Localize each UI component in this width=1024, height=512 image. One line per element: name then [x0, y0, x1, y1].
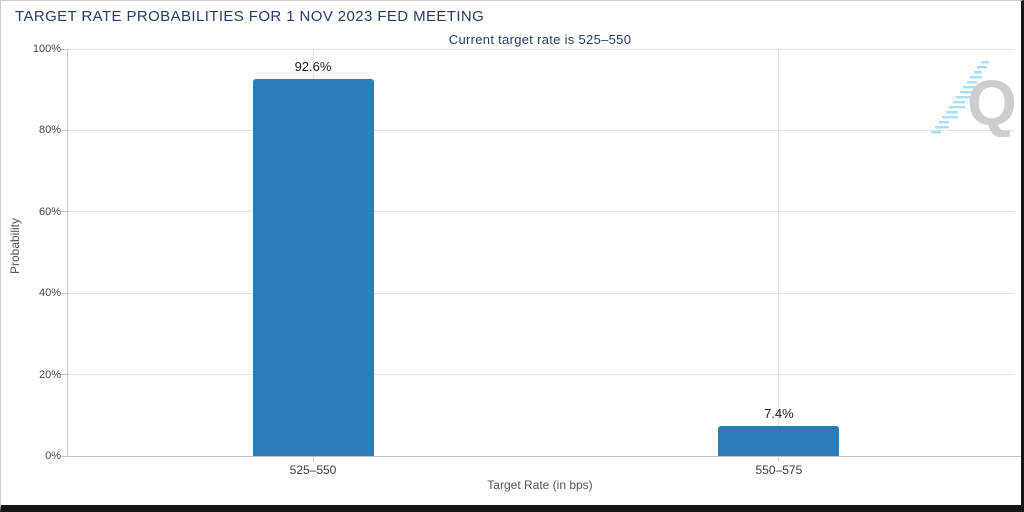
- x-tick-mark: [312, 456, 314, 461]
- y-tick-label: 20%: [38, 368, 61, 381]
- q-logo-watermark: Q: [931, 61, 1017, 137]
- watermark-dashes: [931, 61, 989, 134]
- chart-title: TARGET RATE PROBABILITIES FOR 1 NOV 2023…: [15, 8, 485, 25]
- y-gridline: [68, 48, 1014, 50]
- y-gridline: [68, 374, 1014, 376]
- x-axis-title: Target Rate (in bps): [487, 478, 593, 492]
- watermark-letter: Q: [967, 67, 1017, 137]
- y-tick-label: 60%: [38, 205, 61, 218]
- y-tick-mark: [61, 455, 67, 457]
- y-tick-mark: [61, 211, 67, 213]
- y-axis-title: Probability: [8, 217, 22, 275]
- y-gridline: [68, 129, 1014, 131]
- x-tick-label: 525–550: [289, 463, 337, 477]
- bar: [252, 79, 374, 456]
- plot-area: 0% 20% 40% 60% 80% 100% 525–550 92.6% 550–575 7.4…: [33, 43, 1014, 477]
- x-gridline: [778, 49, 780, 456]
- chart-subtitle: Current target rate is 525–550: [448, 32, 632, 47]
- x-tick-label: 550–575: [755, 463, 803, 477]
- y-gridline: [68, 292, 1014, 294]
- y-tick-mark: [61, 129, 67, 131]
- y-tick-mark: [61, 292, 67, 294]
- y-tick-mark: [61, 48, 67, 50]
- bar-value-label: 7.4%: [764, 405, 794, 421]
- y-tick-label: 40%: [38, 287, 61, 300]
- y-tick-label: 0%: [45, 450, 61, 462]
- bar: [718, 425, 840, 456]
- x-tick-mark: [778, 456, 780, 461]
- x-axis-line: [67, 456, 1021, 457]
- bar-value-label: 92.6%: [294, 59, 332, 75]
- y-gridline: [68, 211, 1014, 213]
- y-tick-mark: [61, 374, 67, 376]
- y-tick-label: 100%: [32, 43, 61, 55]
- y-tick-label: 80%: [38, 124, 61, 137]
